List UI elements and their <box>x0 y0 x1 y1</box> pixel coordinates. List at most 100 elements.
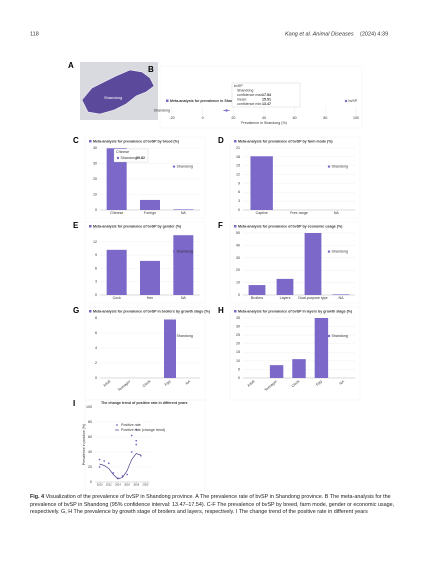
bar <box>173 235 194 295</box>
y-tick-label: 30 <box>93 161 97 165</box>
x-axis-label: Prevalence in Shandong (%) <box>241 121 287 125</box>
legend-label: Shandong <box>332 165 348 169</box>
x-tick-label: Free-range <box>290 211 308 215</box>
tooltip <box>231 82 301 108</box>
legend-marker <box>172 334 176 338</box>
panel-frame <box>229 221 361 304</box>
panel-frame <box>84 399 206 491</box>
y-tick-label: 0 <box>95 376 97 380</box>
y-tick-label: 6 <box>95 331 97 335</box>
bar <box>106 148 127 210</box>
tooltip-label: mean: <box>237 97 247 101</box>
y-tick-label: 100 <box>86 405 92 409</box>
bar <box>276 278 294 295</box>
x-tick-label: Dual-purpose type <box>298 296 327 300</box>
y-tick-label: 10 <box>93 192 97 196</box>
tooltip-series: bvSP <box>234 84 243 88</box>
point <box>98 466 101 468</box>
x-tick-label: 2020 <box>143 483 149 487</box>
legend-label: Positive rate <box>121 423 141 427</box>
x-tick-label: NA <box>334 211 340 215</box>
y-tick-label: 30 <box>236 325 240 329</box>
legend-marker <box>116 424 118 426</box>
x-tick-label: 2018 <box>133 483 139 487</box>
y-tick-label: 5 <box>238 367 240 371</box>
tooltip <box>113 148 149 163</box>
chart-title: Meta-analysis for prevalence of bvSP in … <box>93 309 211 313</box>
bar <box>106 249 127 295</box>
chart-title: Meta-analysis for prevalence in Shandong <box>170 99 242 103</box>
chart-title: Meta-analysis for prevalence of bvSP by … <box>93 139 180 143</box>
tooltip-label: confidence min: <box>237 102 262 106</box>
x-tick-label: Cock <box>113 296 121 300</box>
map-label: Shandong <box>104 95 122 100</box>
x-tick-label: 60 <box>293 116 297 120</box>
tooltip-series: Shandong <box>121 156 137 160</box>
page-number: 118 <box>30 31 39 37</box>
x-tick-label: 80 <box>323 116 327 120</box>
legend-label: Positive rate (change trend) <box>121 428 165 432</box>
y-tick-label: 9 <box>95 253 97 257</box>
y-tick-label: 25 <box>236 333 240 337</box>
y-tick-label: 0 <box>238 208 240 212</box>
y-tick-label: 9 <box>238 181 240 185</box>
x-tick-label: 2014 <box>115 483 121 487</box>
point <box>130 451 133 453</box>
bar <box>332 294 350 295</box>
chart-title: The change trend of positive rate in dif… <box>101 401 187 405</box>
panel-label: H <box>218 306 224 315</box>
trend-line <box>99 453 141 480</box>
y-tick-label: 40 <box>88 450 92 454</box>
y-tick-label: 8 <box>95 316 97 320</box>
y-tick-label: 0 <box>238 293 240 297</box>
tooltip-value: 17.54 <box>262 93 271 97</box>
point <box>135 428 138 431</box>
y-tick-label: 20 <box>236 342 240 346</box>
y-tick-label: 0 <box>90 480 92 484</box>
y-tick-label: 10 <box>236 359 240 363</box>
bar <box>250 156 273 210</box>
y-tick-label: 10 <box>236 281 240 285</box>
legend-marker <box>327 250 331 253</box>
point <box>103 460 106 462</box>
legend-marker <box>327 334 331 338</box>
caption-label: Fig. 4 <box>30 494 45 500</box>
x-tick-label: 2012 <box>106 483 112 487</box>
y-tick-label: 20 <box>93 177 97 181</box>
y-tick-label: 6 <box>238 190 240 194</box>
x-tick-label: Captive <box>256 211 268 215</box>
x-tick-label: 2016 <box>124 483 130 487</box>
x-tick-label: 0 <box>202 116 204 120</box>
panel-label: G <box>73 306 79 315</box>
x-tick-label: -20 <box>169 116 174 120</box>
panel-label: D <box>218 136 224 145</box>
bar <box>314 318 329 378</box>
point <box>126 473 128 476</box>
y-tick-label: 0 <box>238 376 240 380</box>
x-tick-label: Chick <box>291 379 301 388</box>
legend-label: Shandong <box>177 334 193 338</box>
legend-label: Shandong <box>332 334 348 338</box>
y-tick-label: 15 <box>236 164 240 168</box>
x-tick-label: Layers <box>280 296 291 300</box>
x-tick-label: Hen <box>147 296 154 300</box>
legend-label: Shandong <box>177 250 193 254</box>
bar <box>164 319 176 378</box>
x-tick-label: 40 <box>262 116 266 120</box>
y-tick-label: 21 <box>236 146 240 150</box>
tooltip-value: 15.51 <box>262 97 271 101</box>
y-tick-label: 15 <box>236 350 240 354</box>
map-region <box>81 69 155 115</box>
y-tick-label: 4 <box>95 346 97 350</box>
legend-marker <box>344 99 348 103</box>
x-tick-label: 2010 <box>97 483 103 487</box>
bar <box>173 209 194 210</box>
point <box>139 454 142 457</box>
point <box>135 439 138 442</box>
bar <box>248 285 266 295</box>
tooltip-value: 39.82 <box>136 156 145 160</box>
point <box>225 109 228 112</box>
x-tick-label: Broilers <box>251 296 263 300</box>
